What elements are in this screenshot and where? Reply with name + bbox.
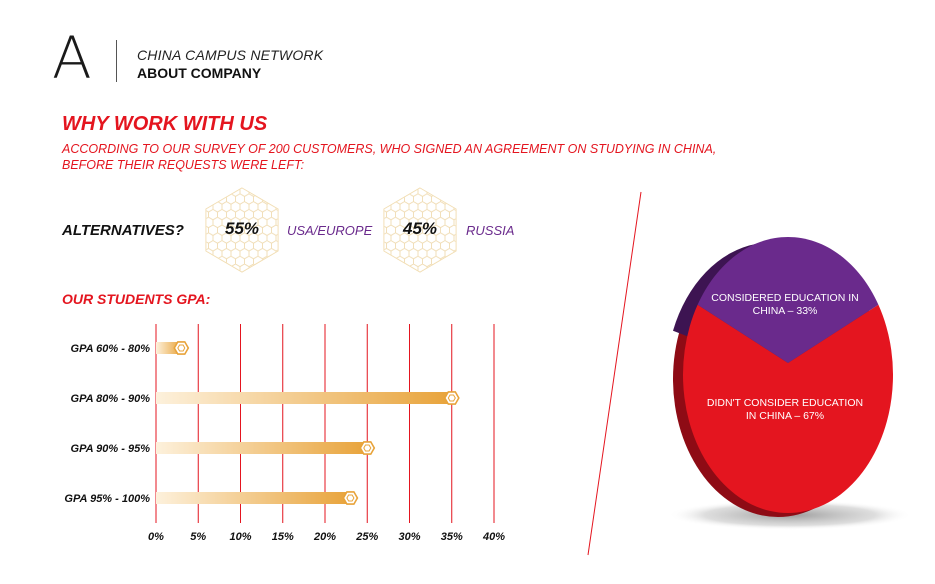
alternative-value: 45% xyxy=(402,219,438,238)
alternative-name: USA/EUROPE xyxy=(287,223,373,238)
category-label: GPA 95% - 100% xyxy=(64,493,150,505)
bar-end-marker-inner xyxy=(177,344,186,352)
bar-end-marker-inner xyxy=(363,444,372,452)
header-divider xyxy=(116,40,117,82)
alternatives-label: ALTERNATIVES? xyxy=(62,222,184,239)
honeycomb-icon xyxy=(383,187,457,273)
category-label: GPA 80% - 90% xyxy=(71,393,151,405)
hexagon-badge-2 xyxy=(382,186,458,274)
gpa-section-title: OUR STUDENTS GPA: xyxy=(62,291,211,307)
x-tick-label: 15% xyxy=(272,531,294,543)
bar-end-marker xyxy=(443,391,460,405)
bar-end-marker xyxy=(342,491,359,505)
hexagon-badge-1 xyxy=(204,186,280,274)
bar-end-marker xyxy=(359,441,376,455)
x-tick-label: 25% xyxy=(355,531,378,543)
bar xyxy=(156,342,182,354)
bar-end-marker-inner xyxy=(447,394,456,402)
alternative-value: 55% xyxy=(224,219,260,238)
x-tick-label: 0% xyxy=(148,531,164,543)
bar-end-marker-inner xyxy=(346,494,355,502)
x-tick-label: 20% xyxy=(313,531,336,543)
bar-end-marker xyxy=(173,341,190,355)
x-tick-label: 35% xyxy=(441,531,463,543)
bar xyxy=(156,392,452,404)
pie-label-not-considered: DIDN'T CONSIDER EDUCATION IN CHINA – 67% xyxy=(706,397,864,422)
brand-name: CHINA CAMPUS NETWORK xyxy=(137,47,324,63)
category-label: GPA 60% - 80% xyxy=(71,343,151,355)
company-logo: A xyxy=(52,24,92,92)
section-title: ABOUT COMPANY xyxy=(137,65,262,81)
x-tick-label: 40% xyxy=(482,531,505,543)
x-tick-label: 30% xyxy=(398,531,420,543)
honeycomb-icon xyxy=(205,187,279,273)
category-label: GPA 90% - 95% xyxy=(71,443,151,455)
pie-slice-not-considered xyxy=(683,304,893,513)
pie-slice-considered xyxy=(697,236,879,363)
x-tick-label: 10% xyxy=(229,531,251,543)
alternative-name: RUSSIA xyxy=(466,223,515,238)
pie-label-considered: CONSIDERED EDUCATION IN CHINA – 33% xyxy=(711,292,859,317)
intro-text: ACCORDING TO OUR SURVEY OF 200 CUSTOMERS… xyxy=(62,142,717,172)
bar xyxy=(156,442,368,454)
x-tick-label: 5% xyxy=(190,531,206,543)
bar xyxy=(156,492,351,504)
page-title: WHY WORK WITH US xyxy=(62,113,268,135)
